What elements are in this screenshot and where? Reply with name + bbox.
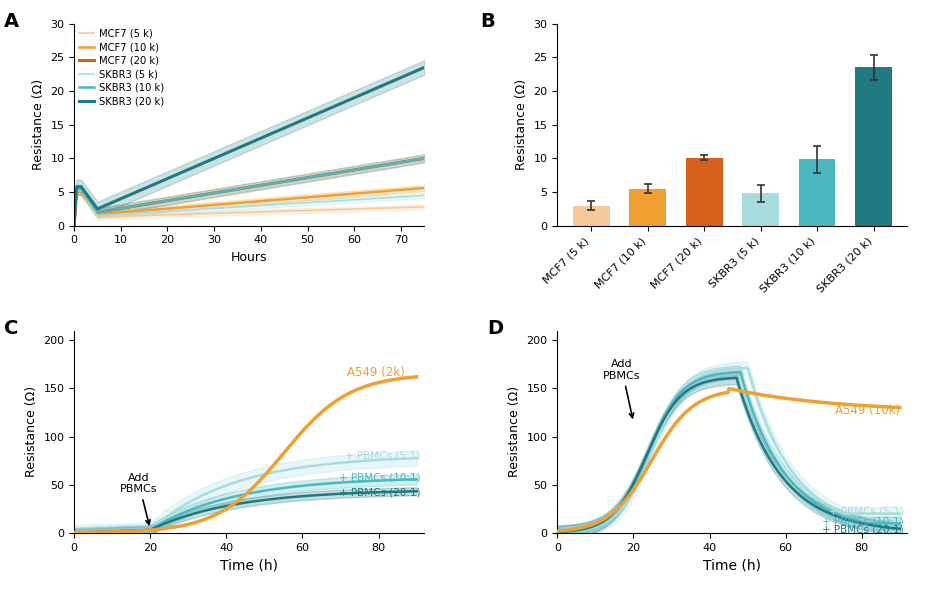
Text: + PBMCs (10:1): + PBMCs (10:1) (339, 473, 420, 483)
Text: + PBMCs (10:1): + PBMCs (10:1) (822, 516, 904, 526)
Y-axis label: Resistance (Ω): Resistance (Ω) (515, 79, 528, 170)
X-axis label: Time (h): Time (h) (220, 558, 278, 572)
Bar (573, 205, 609, 226)
X-axis label: Hours: Hours (231, 251, 268, 264)
Text: Add
PBMCs: Add PBMCs (603, 359, 641, 417)
Text: B: B (481, 12, 495, 31)
Text: A549 (2k): A549 (2k) (347, 366, 406, 379)
Text: A: A (4, 12, 19, 31)
Bar (743, 194, 779, 226)
Y-axis label: Resistance (Ω): Resistance (Ω) (25, 386, 38, 477)
Bar (630, 189, 666, 226)
Text: D: D (487, 318, 504, 337)
Text: + PBMCs (5:1): + PBMCs (5:1) (829, 507, 904, 517)
Y-axis label: Resistance (Ω): Resistance (Ω) (31, 79, 44, 170)
Text: + PBMCs (20:1): + PBMCs (20:1) (822, 525, 904, 535)
Bar (799, 159, 835, 226)
X-axis label: Time (h): Time (h) (704, 558, 761, 572)
Legend: MCF7 (5 k), MCF7 (10 k), MCF7 (20 k), SKBR3 (5 k), SKBR3 (10 k), SKBR3 (20 k): MCF7 (5 k), MCF7 (10 k), MCF7 (20 k), SK… (79, 28, 164, 106)
Bar (856, 67, 892, 226)
Text: + PBMCs (5:1): + PBMCs (5:1) (345, 451, 420, 461)
Text: + PBMCs (20:1): + PBMCs (20:1) (339, 487, 420, 497)
Text: Add
PBMCs: Add PBMCs (120, 473, 157, 525)
Text: C: C (4, 318, 19, 337)
Text: A549 (10k): A549 (10k) (834, 404, 900, 417)
Y-axis label: Resistance (Ω): Resistance (Ω) (507, 386, 521, 477)
Bar (686, 157, 722, 226)
